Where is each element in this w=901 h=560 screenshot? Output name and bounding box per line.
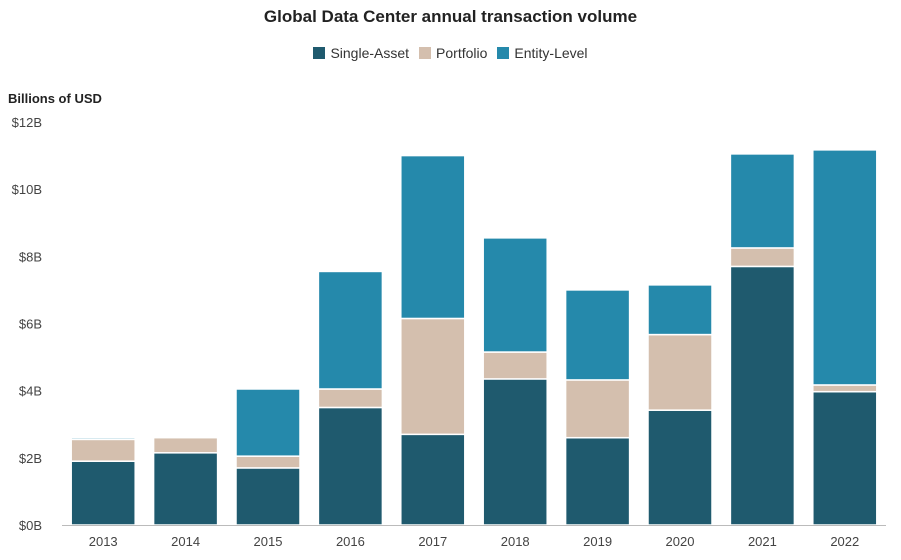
bar-portfolio-2022 [812,384,878,393]
y-tick-label: $12B [12,115,42,130]
x-tick-label: 2013 [89,534,118,549]
x-tick-label: 2015 [254,534,283,549]
bar-single-asset-2018 [482,378,548,526]
legend-swatch-single-asset [313,47,326,59]
bar-single-asset-2016 [317,406,384,526]
y-tick-label: $0B [19,518,42,533]
legend-item-single-asset: Single-Asset [313,45,409,61]
legend-item-portfolio: Portfolio [419,45,487,61]
bar-portfolio-2017 [400,317,466,436]
bar-portfolio-2016 [317,388,384,409]
bar-single-asset-2021 [729,265,796,526]
chart-title: Global Data Center annual transaction vo… [263,7,638,26]
bar-entity-level-2019 [564,289,631,381]
bar-portfolio-2021 [729,247,796,268]
bar-portfolio-2019 [564,379,631,439]
legend-label-single-asset: Single-Asset [330,45,410,61]
bar-single-asset-2022 [812,390,878,526]
bar-single-asset-2013 [70,460,136,526]
bar-entity-level-2015 [235,388,301,457]
y-tick-label: $4B [19,384,42,399]
y-tick-label: $8B [19,249,42,264]
legend-swatch-portfolio [419,47,432,59]
y-tick-label: $2B [19,451,42,466]
bar-portfolio-2014 [152,436,219,454]
bar-entity-level-2013 [70,436,136,441]
y-axis-label: Billions of USD [8,91,102,106]
x-tick-label: 2022 [830,534,859,549]
bar-single-asset-2019 [564,436,631,526]
bar-entity-level-2022 [812,149,878,386]
bar-portfolio-2018 [482,351,548,380]
y-tick-label: $10B [12,182,42,197]
x-tick-label: 2014 [171,534,200,549]
y-tick-label: $6B [19,317,42,332]
bar-entity-level-2016 [317,270,384,390]
bar-entity-level-2020 [647,284,713,336]
bar-single-asset-2020 [647,409,713,526]
bar-single-asset-2015 [235,467,301,526]
x-tick-label: 2017 [418,534,447,549]
bar-portfolio-2013 [70,438,136,462]
bar-portfolio-2015 [235,455,301,469]
bar-entity-level-2017 [400,154,466,320]
x-tick-label: 2021 [748,534,777,549]
x-tick-label: 2016 [336,534,365,549]
legend-label-portfolio: Portfolio [436,45,488,61]
x-tick-label: 2018 [501,534,530,549]
legend-swatch-entity-level [497,47,510,59]
legend: Single-Asset Portfolio Entity-Level [0,45,901,61]
bar-entity-level-2021 [729,153,796,249]
bar-portfolio-2020 [647,333,713,411]
legend-item-entity-level: Entity-Level [497,45,588,61]
x-tick-label: 2019 [583,534,612,549]
bar-entity-level-2018 [482,237,548,353]
legend-label-entity-level: Entity-Level [514,45,588,61]
bar-single-asset-2017 [400,433,466,526]
x-tick-label: 2020 [666,534,695,549]
bar-single-asset-2014 [152,452,219,526]
